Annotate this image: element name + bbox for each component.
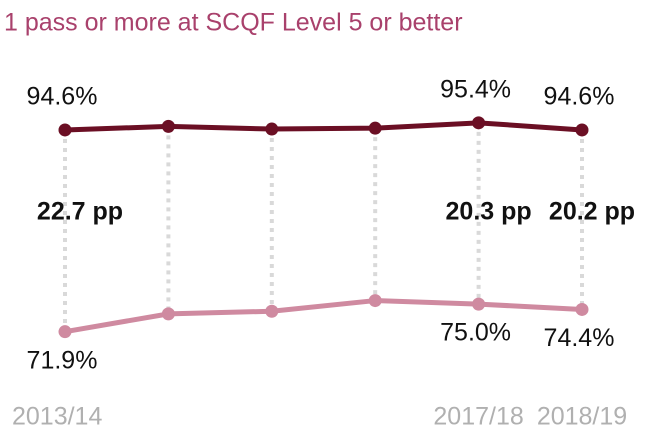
series-line xyxy=(64,120,583,133)
data-label: 94.6% xyxy=(544,83,615,111)
chart-title: 1 pass or more at SCQF Level 5 or better xyxy=(4,9,463,37)
data-label: 95.4% xyxy=(440,75,511,103)
marker xyxy=(368,294,382,308)
marker xyxy=(265,304,279,318)
gap-label: 22.7 pp xyxy=(37,198,123,226)
data-label: 71.9% xyxy=(27,346,98,374)
marker xyxy=(58,123,72,137)
x-tick-label: 2013/14 xyxy=(12,403,102,431)
x-tick-label: 2017/18 xyxy=(433,403,523,431)
data-label: 75.0% xyxy=(440,319,511,347)
x-tick-label: 2018/19 xyxy=(537,403,627,431)
marker xyxy=(472,116,486,130)
marker xyxy=(575,123,589,137)
marker xyxy=(575,302,589,316)
marker xyxy=(368,121,382,135)
data-label: 94.6% xyxy=(27,83,98,111)
series-line xyxy=(64,298,583,335)
gap-label: 20.3 pp xyxy=(446,198,532,226)
marker xyxy=(265,122,279,136)
marker xyxy=(161,307,175,321)
data-label: 74.4% xyxy=(544,324,615,352)
gap-label: 20.2 pp xyxy=(549,198,635,226)
marker xyxy=(161,119,175,133)
marker xyxy=(472,297,486,311)
marker xyxy=(58,325,72,339)
